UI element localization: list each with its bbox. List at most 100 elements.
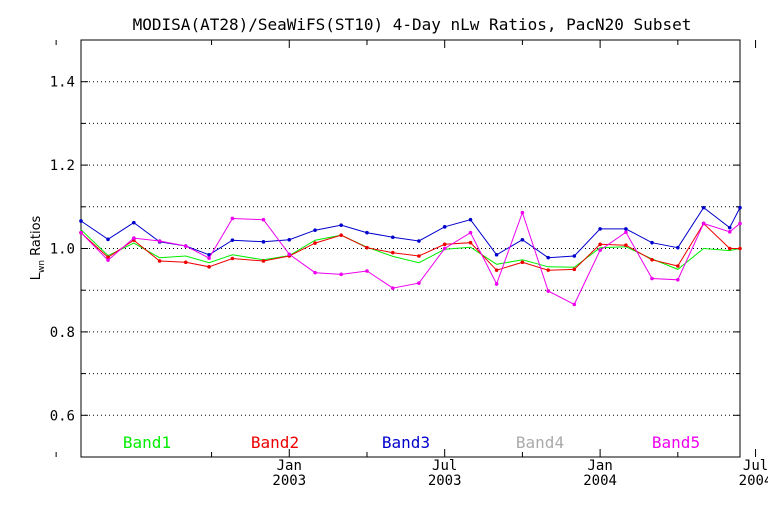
legend-label-band3: Band3 — [382, 433, 430, 452]
series-point-band5 — [365, 269, 369, 273]
series-point-band3 — [313, 228, 317, 232]
grid-lines — [81, 81, 740, 416]
series-line-band1 — [80, 229, 741, 270]
series-point-band5 — [650, 276, 654, 281]
series-point-band3 — [79, 219, 83, 223]
y-tick-label: 0.8 — [50, 325, 75, 341]
series-point-band5 — [546, 289, 551, 293]
series-point-band3 — [738, 205, 742, 210]
series-point-band2 — [738, 246, 742, 251]
x-tick-label-year: 2003 — [272, 473, 306, 489]
legend-label-band2: Band2 — [251, 433, 299, 452]
series-point-band2 — [598, 242, 602, 247]
x-tick-label-month: Jan — [587, 458, 612, 474]
y-axis-label: Lwn Ratios — [29, 215, 47, 280]
series-point-band2 — [727, 246, 732, 251]
series-point-band3 — [230, 238, 235, 242]
series-point-band5 — [230, 216, 235, 221]
series-point-band2 — [390, 250, 395, 255]
series-point-band3 — [650, 240, 654, 245]
series-point-band3 — [339, 223, 343, 227]
series-point-band3 — [624, 227, 628, 231]
series-point-band5 — [287, 252, 292, 257]
y-axis-label-rest: Ratios — [29, 215, 44, 260]
series-point-band5 — [727, 230, 732, 234]
series-point-band2 — [106, 255, 110, 260]
series-point-band3 — [390, 235, 395, 240]
series-point-band5 — [417, 281, 421, 285]
series-point-band3 — [261, 240, 266, 244]
series-point-band3 — [468, 217, 473, 222]
chart-title: MODISA(AT28)/SeaWiFS(ST10) 4-Day nLw Rat… — [133, 15, 692, 34]
series-point-band3 — [365, 230, 369, 235]
x-tick-label-month: Jul — [432, 458, 457, 474]
series-point-band2 — [520, 260, 525, 265]
x-tick-label-year: 2004 — [583, 473, 617, 489]
legend-label-band4: Band4 — [516, 433, 564, 452]
axis-ticks: 0.60.81.01.21.4Jan2003Jul2003Jan2004Jul2… — [50, 40, 768, 489]
series-line-band2 — [80, 222, 740, 271]
series-point-band5 — [313, 270, 317, 275]
series-point-band3 — [132, 220, 136, 225]
series-point-band5 — [157, 239, 162, 243]
series-point-band3 — [727, 225, 732, 230]
y-tick-label: 1.4 — [50, 75, 75, 91]
series-point-band5 — [79, 230, 83, 235]
series-point-band2 — [650, 257, 654, 262]
series-point-band3 — [676, 245, 680, 250]
series-point-band2 — [417, 254, 421, 258]
series-point-band5 — [106, 258, 110, 262]
legend-label-band1: Band1 — [123, 433, 171, 452]
series-point-band5 — [339, 272, 343, 277]
series-line-band3 — [80, 206, 741, 259]
x-tick-label-year: 2003 — [428, 473, 462, 489]
series-point-band5 — [183, 244, 188, 248]
series-point-band2 — [230, 256, 235, 261]
series-point-band3 — [417, 239, 421, 243]
series-point-band5 — [624, 230, 628, 235]
series-point-band2 — [339, 233, 343, 237]
series-group — [79, 205, 742, 307]
series-point-band2 — [546, 268, 551, 272]
legend-label-band5: Band5 — [652, 433, 700, 452]
series-point-band5 — [390, 286, 395, 290]
series-point-band2 — [183, 260, 188, 265]
series-point-band3 — [520, 237, 525, 242]
series-point-band5 — [598, 248, 602, 252]
series-point-band5 — [261, 217, 266, 222]
series-point-band5 — [494, 282, 499, 286]
series-point-band2 — [468, 240, 473, 245]
series-point-band5 — [572, 302, 577, 307]
series-point-band5 — [468, 230, 473, 235]
series-point-band2 — [676, 264, 680, 268]
series-point-band5 — [442, 246, 447, 251]
series-point-band2 — [261, 259, 266, 263]
legend: Band1 Band2 Band3 Band4 Band5 — [123, 433, 700, 452]
series-point-band3 — [572, 254, 577, 258]
x-tick-label-month: Jul — [743, 458, 768, 474]
series-point-band5 — [132, 236, 136, 240]
series-point-band2 — [572, 267, 577, 272]
x-tick-label-year: 2004 — [739, 473, 768, 489]
series-point-band2 — [494, 268, 499, 272]
series-point-band5 — [520, 210, 525, 215]
series-point-band5 — [738, 221, 742, 226]
series-point-band2 — [157, 259, 162, 263]
series-point-band3 — [442, 225, 447, 229]
x-tick-label-month: Jan — [277, 458, 302, 474]
y-tick-label: 0.6 — [50, 408, 75, 424]
y-tick-label: 1.0 — [50, 242, 75, 258]
series-point-band2 — [207, 265, 211, 269]
series-point-band2 — [442, 242, 447, 247]
series-point-band2 — [365, 245, 369, 250]
series-point-band5 — [207, 256, 211, 260]
y-axis-label-sub: wn — [37, 260, 47, 273]
series-point-band3 — [106, 237, 110, 242]
series-point-band3 — [287, 237, 292, 242]
series-point-band3 — [546, 255, 551, 260]
series-point-band5 — [701, 221, 706, 226]
y-axis-label-main: L — [29, 272, 44, 280]
y-tick-label: 1.2 — [50, 158, 75, 174]
series-point-band3 — [598, 227, 602, 231]
